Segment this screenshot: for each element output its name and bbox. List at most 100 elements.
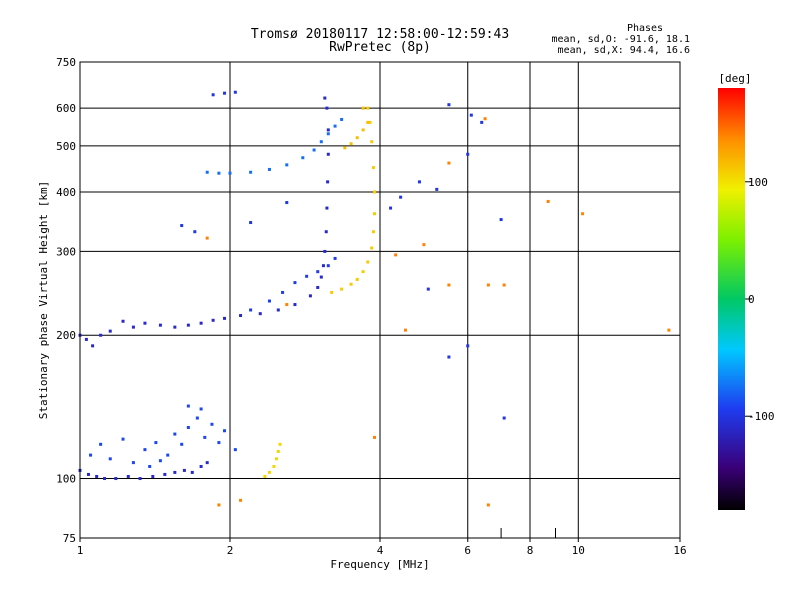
- echo-point: [263, 474, 267, 478]
- x-tick-label: 4: [377, 544, 384, 557]
- echo-point: [108, 329, 112, 333]
- echo-point: [143, 448, 147, 452]
- echo-point: [486, 283, 490, 287]
- echo-point: [166, 453, 170, 457]
- echo-point: [466, 152, 470, 156]
- echo-point: [180, 224, 184, 228]
- echo-point: [340, 117, 344, 121]
- echo-point: [366, 120, 370, 124]
- echo-point: [323, 96, 327, 100]
- echo-point: [469, 113, 473, 117]
- echo-point: [103, 477, 107, 481]
- echo-point: [163, 472, 167, 476]
- x-tick-label: 2: [227, 544, 234, 557]
- echo-point: [154, 441, 158, 445]
- echo-point: [193, 230, 197, 234]
- echo-point: [249, 308, 253, 312]
- echo-point: [340, 287, 344, 291]
- echo-point: [84, 337, 88, 341]
- echo-point: [581, 212, 585, 216]
- echo-point: [371, 166, 375, 170]
- x-axis-ticks: 1 2 4 6 8 10 16: [77, 538, 687, 557]
- echo-point: [267, 470, 271, 474]
- echo-point: [326, 128, 330, 132]
- echo-point: [326, 180, 330, 184]
- echo-point: [373, 190, 377, 194]
- echo-point: [333, 256, 337, 260]
- stats-x-mode: mean, sd,X: 94.4, 16.6: [558, 45, 690, 56]
- echo-point: [205, 461, 209, 465]
- echo-point: [199, 407, 203, 411]
- echo-point: [301, 156, 305, 160]
- echo-point: [108, 457, 112, 461]
- y-tick-label: 200: [56, 329, 76, 342]
- echo-point: [151, 474, 155, 478]
- echo-point: [355, 277, 359, 281]
- colorbar-tick-label: 100: [748, 176, 768, 189]
- x-tick-label: 10: [572, 544, 585, 557]
- echo-point: [203, 435, 207, 439]
- echo-point: [447, 283, 451, 287]
- echo-point: [361, 270, 365, 274]
- y-tick-label: 400: [56, 186, 76, 199]
- echo-point: [667, 328, 671, 332]
- echo-point: [186, 323, 190, 327]
- echo-point: [173, 470, 177, 474]
- echo-point: [258, 312, 262, 316]
- echo-point: [305, 274, 309, 278]
- y-tick-label: 300: [56, 245, 76, 258]
- y-tick-label: 750: [56, 56, 76, 69]
- echo-point: [217, 503, 221, 507]
- echo-point: [422, 243, 426, 247]
- echo-point: [126, 474, 130, 478]
- echo-point: [131, 325, 135, 329]
- echo-point: [316, 270, 320, 274]
- echo-point: [190, 470, 194, 474]
- stats-heading: Phases: [627, 23, 663, 34]
- echo-point: [233, 448, 237, 452]
- echo-point: [480, 120, 484, 124]
- echo-point: [285, 303, 289, 307]
- echo-point: [323, 249, 327, 253]
- echo-point: [326, 132, 330, 136]
- echo-point: [394, 253, 398, 257]
- echo-point: [211, 93, 215, 97]
- echo-point: [89, 453, 93, 457]
- y-axis-label: Stationary phase Virtual Height [km]: [37, 181, 50, 419]
- echo-point: [447, 161, 451, 165]
- echo-point: [417, 180, 421, 184]
- echo-point: [148, 464, 152, 468]
- echo-point: [158, 459, 162, 463]
- echo-point: [399, 195, 403, 199]
- echo-point: [267, 299, 271, 303]
- echo-point: [186, 425, 190, 429]
- echo-point: [223, 91, 227, 95]
- echo-point: [99, 442, 103, 446]
- echo-point: [366, 106, 370, 110]
- echo-point: [205, 236, 209, 240]
- echo-point: [210, 422, 214, 426]
- echo-point: [186, 404, 190, 408]
- echo-point: [276, 449, 280, 453]
- echo-point: [319, 275, 323, 279]
- echo-point: [325, 106, 329, 110]
- echo-point: [281, 290, 285, 294]
- echo-point: [486, 503, 490, 507]
- echo-point: [272, 464, 276, 468]
- y-tick-label: 75: [63, 532, 76, 545]
- echo-point: [293, 303, 297, 307]
- x-tick-label: 6: [464, 544, 471, 557]
- echo-point: [267, 167, 271, 171]
- x-tick-label: 16: [673, 544, 686, 557]
- echo-point: [349, 282, 353, 286]
- y-tick-label: 600: [56, 102, 76, 115]
- x-axis-label: Frequency [MHz]: [330, 558, 429, 571]
- echo-point: [368, 120, 372, 124]
- echo-point: [138, 477, 142, 481]
- echo-point: [173, 325, 177, 329]
- echo-point: [249, 170, 253, 174]
- echo-point: [330, 290, 334, 294]
- chart-subtitle: RwPretec (8p): [329, 40, 431, 55]
- echo-point: [333, 124, 337, 128]
